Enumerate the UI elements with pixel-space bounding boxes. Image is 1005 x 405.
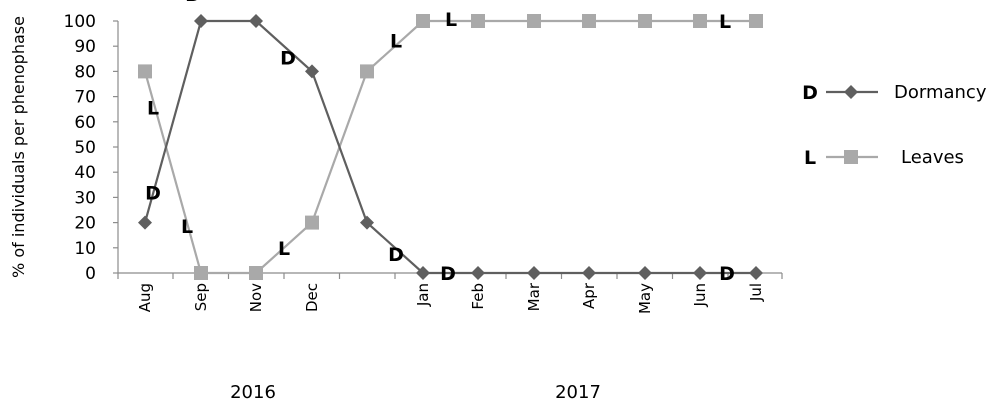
- y-tick-label: 0: [85, 264, 96, 284]
- data-point-dormancy: [582, 266, 596, 280]
- data-point-dormancy: [527, 266, 541, 280]
- point-label-D: D: [280, 47, 296, 69]
- series-lines: [143, 19, 756, 275]
- x-tick-label: Jul: [747, 283, 765, 302]
- x-tick-label: Jun: [691, 283, 709, 307]
- x-tick-label: Sep: [192, 283, 210, 311]
- y-tick-label: 20: [74, 214, 96, 234]
- data-point-leaves: [693, 14, 707, 28]
- point-labels: DDDDDDLLLLLL: [145, 0, 735, 285]
- y-tick-label: 60: [74, 113, 96, 133]
- x-tick-label: Jan: [414, 283, 432, 307]
- point-label-L: L: [147, 97, 159, 119]
- data-point-leaves: [471, 14, 485, 28]
- point-label-L: L: [181, 216, 193, 238]
- x-tick-label: Aug: [136, 283, 154, 312]
- data-point-leaves: [138, 64, 152, 79]
- legend-label-dormancy: Dormancy: [894, 82, 987, 103]
- point-label-L: L: [445, 9, 457, 31]
- data-point-dormancy: [360, 215, 374, 230]
- data-point-dormancy: [638, 266, 652, 280]
- data-point-dormancy: [305, 64, 319, 79]
- y-tick-label: 70: [74, 88, 96, 108]
- point-label-D: D: [388, 244, 404, 266]
- series-markers: [138, 14, 763, 280]
- y-tick-label: 80: [74, 62, 96, 82]
- point-label-L: L: [390, 30, 402, 52]
- y-tick-label: 100: [64, 12, 96, 32]
- y-tick-label: 90: [74, 37, 96, 57]
- legend-code-L: L: [804, 147, 816, 169]
- year-label: 2017: [555, 382, 601, 403]
- point-label-L: L: [719, 11, 731, 33]
- data-point-leaves: [249, 266, 263, 280]
- point-label-D: D: [719, 263, 735, 285]
- x-tick-label: Nov: [247, 283, 265, 312]
- data-point-leaves: [360, 64, 374, 79]
- data-point-leaves: [416, 14, 430, 28]
- y-tick-labels: 0 10 20 30 40 50 60 70 80 90 100: [64, 12, 96, 284]
- data-point-dormancy: [416, 266, 430, 280]
- x-tick-label: Mar: [525, 282, 543, 311]
- data-point-leaves: [305, 215, 319, 230]
- data-point-leaves: [527, 14, 541, 28]
- y-tick-label: 30: [74, 188, 96, 208]
- data-point-leaves: [582, 14, 596, 28]
- data-point-dormancy: [471, 266, 485, 280]
- x-tick-labels: Aug Sep Nov Dec Jan Feb Mar Apr May Jun Jul: [136, 282, 765, 314]
- data-point-dormancy: [138, 215, 152, 230]
- data-point-dormancy: [749, 266, 763, 280]
- year-label: 2016: [230, 382, 276, 403]
- point-label-D: D: [185, 0, 201, 6]
- year-labels: 2016 2017: [230, 382, 601, 403]
- x-tick-label: Apr: [580, 282, 598, 309]
- axes: [113, 20, 783, 279]
- point-label-D: D: [145, 183, 161, 205]
- series-line-leaves: [143, 19, 756, 275]
- data-point-leaves: [638, 14, 652, 28]
- point-label-L: L: [278, 238, 290, 260]
- legend-code-D: D: [802, 82, 818, 104]
- data-point-dormancy: [249, 14, 263, 28]
- data-point-dormancy: [693, 266, 707, 280]
- y-axis-label: % of individuals per phenophase: [9, 16, 28, 278]
- legend: D Dormancy L Leaves: [802, 82, 987, 169]
- data-point-leaves: [194, 266, 208, 280]
- data-point-leaves: [749, 14, 763, 28]
- data-point-dormancy: [194, 14, 208, 28]
- y-tick-label: 40: [74, 163, 96, 183]
- y-tick-label: 50: [74, 138, 96, 158]
- point-label-D: D: [440, 263, 456, 285]
- series-line-dormancy: [143, 19, 756, 275]
- x-tick-label: May: [636, 283, 654, 314]
- y-tick-label: 10: [74, 239, 96, 259]
- legend-label-leaves: Leaves: [901, 147, 964, 168]
- legend-marker-dormancy: [844, 85, 858, 99]
- legend-marker-leaves: [844, 150, 858, 164]
- x-tick-label: Feb: [469, 283, 487, 310]
- x-tick-label: Dec: [303, 283, 321, 312]
